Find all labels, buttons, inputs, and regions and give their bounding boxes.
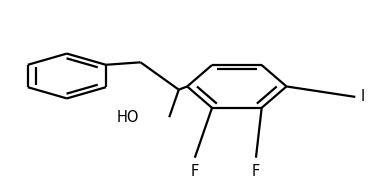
Text: F: F	[191, 165, 199, 179]
Text: I: I	[361, 89, 365, 104]
Text: F: F	[252, 165, 260, 179]
Text: HO: HO	[117, 110, 139, 125]
